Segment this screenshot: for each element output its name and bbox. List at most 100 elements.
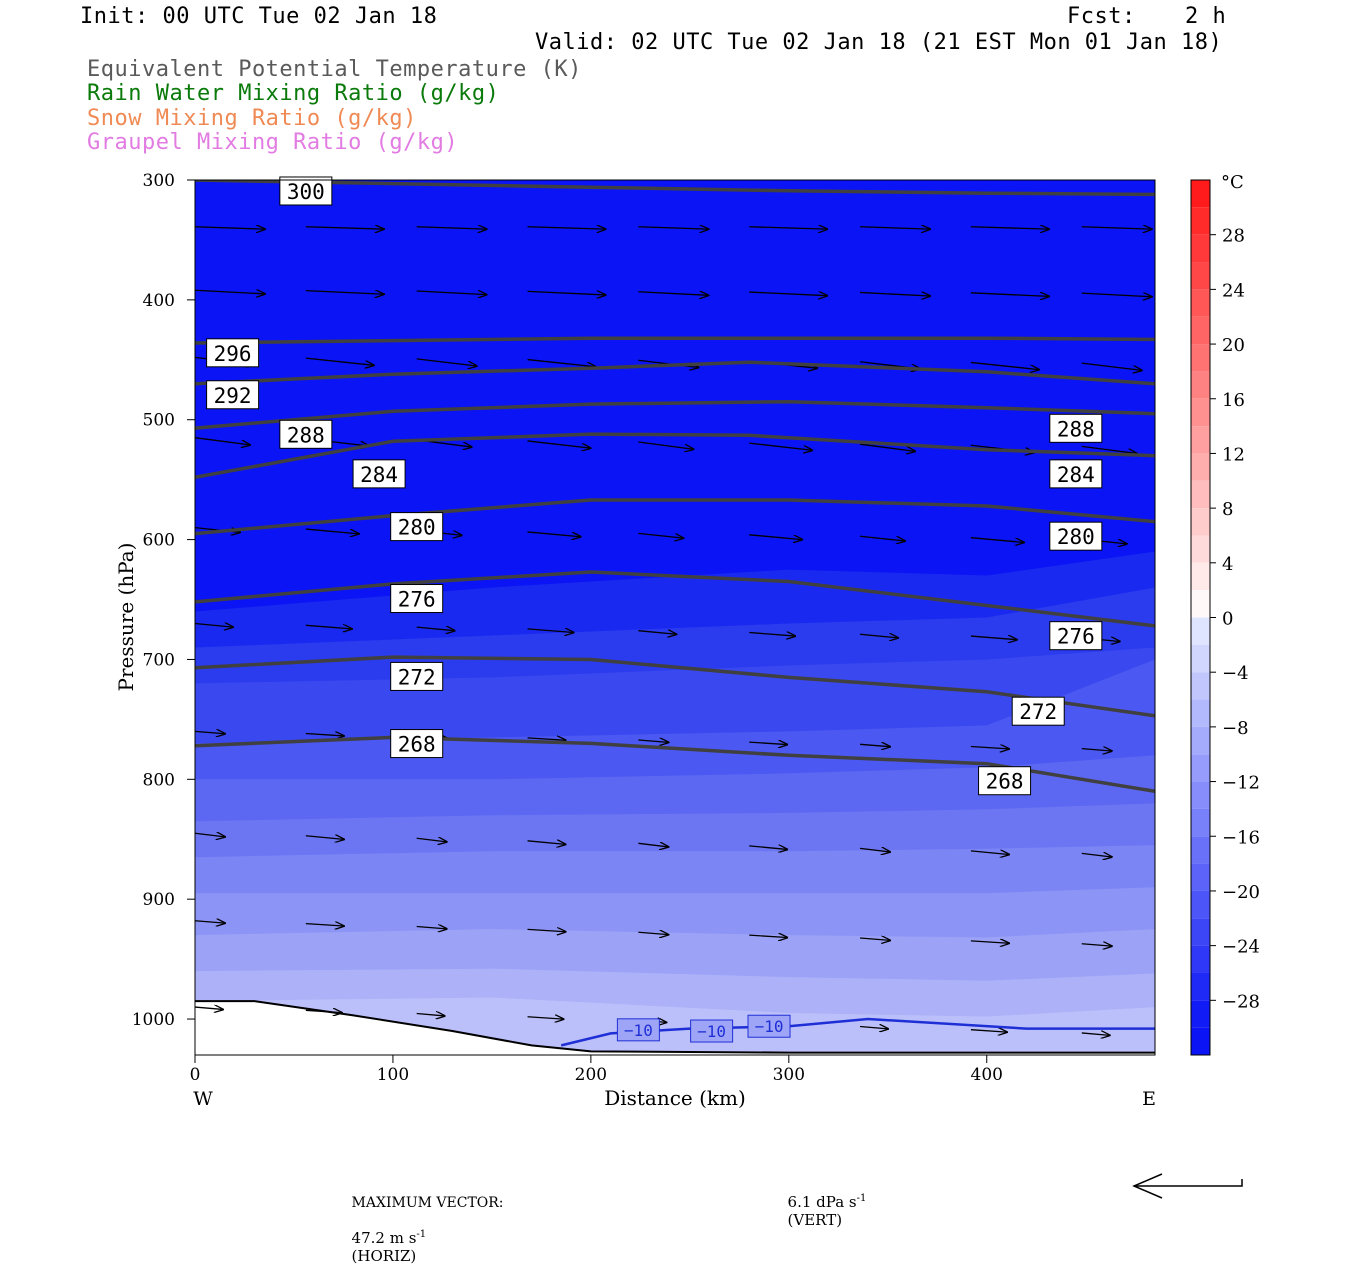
wind-arrow <box>638 631 676 635</box>
wind-arrow <box>416 227 487 229</box>
wind-arrow <box>416 358 477 366</box>
colorbar-segment <box>1191 535 1210 563</box>
colorbar-segment <box>1191 808 1210 837</box>
legend-rain: Rain Water Mixing Ratio (g/kg) <box>87 81 500 106</box>
theta-e-label-276: 276 <box>398 588 436 612</box>
x-tick-label: 100 <box>377 1065 409 1085</box>
wind-arrow <box>305 357 374 365</box>
y-tick-label: 700 <box>143 650 175 670</box>
theta-e-label-box <box>390 512 444 542</box>
temp-label: −10 <box>697 1022 726 1041</box>
wind-arrow <box>860 938 890 940</box>
wind-arrow <box>1081 853 1112 857</box>
colorbar-segment <box>1191 754 1210 782</box>
horiz-exponent: -1 <box>416 1229 427 1240</box>
colorbar-tick-label: −24 <box>1222 937 1260 958</box>
colorbar-tick-label: 16 <box>1222 390 1245 411</box>
wind-arrow <box>970 537 1024 543</box>
theta-e-label-box <box>390 729 444 759</box>
wind-arrow <box>527 358 596 367</box>
colorbar-segment <box>1191 918 1210 946</box>
wind-arrow <box>195 290 265 294</box>
x-tick-label: 300 <box>773 1065 805 1085</box>
vert-caption: 6.1 dPa s-1 (VERT) <box>778 1175 867 1229</box>
colorbar-segment <box>1191 453 1210 481</box>
legend-graupel: Graupel Mixing Ratio (g/kg) <box>87 130 459 155</box>
colorbar-segment <box>1191 972 1210 1001</box>
theta-e-line-284 <box>195 432 1155 480</box>
colorbar: 28 24 20 16 12 8 4 0 −4 −8 −12 −16 −20 −24 −28 <box>1190 179 1260 1056</box>
temp-label-box <box>616 1018 660 1042</box>
wind-arrow <box>305 291 384 295</box>
colorbar-segment <box>1191 617 1210 645</box>
max-vector-caption: MAXIMUM VECTOR: 47.2 m s-1 (HORIZ) <box>342 1175 504 1265</box>
horiz-max-value: 47.2 m s <box>351 1229 417 1247</box>
colorbar-segment <box>1191 672 1210 700</box>
wind-arrow <box>305 227 384 229</box>
wind-arrow <box>195 623 233 627</box>
wind-arrow <box>305 528 359 534</box>
temp-label: −10 <box>755 1017 784 1036</box>
colorbar-tick-label: 20 <box>1222 335 1245 356</box>
theta-e-label-box <box>1049 459 1103 489</box>
temperature-contour: −10 −10 −10 <box>560 1014 1155 1047</box>
theta-e-label-box <box>206 380 260 410</box>
theta-e-label-288: 288 <box>287 423 325 447</box>
wind-arrow <box>195 437 250 445</box>
legend-snow: Snow Mixing Ratio (g/kg) <box>87 106 417 131</box>
terrain-fill <box>195 1001 1155 1055</box>
theta-e-line-280 <box>195 498 1155 536</box>
colorbar-tick-label: 4 <box>1222 554 1233 575</box>
wind-arrow <box>527 1017 564 1019</box>
wind-arrow <box>970 293 1049 297</box>
colorbar-segment <box>1191 836 1210 864</box>
colorbar-unit: °C <box>1221 172 1244 193</box>
wind-arrow <box>195 1007 223 1009</box>
wind-arrow <box>527 929 566 931</box>
wind-arrow <box>527 440 591 448</box>
wind-arrow <box>749 292 827 296</box>
theta-e-label-296: 296 <box>214 342 252 366</box>
wind-arrow <box>416 627 455 631</box>
wind-arrow <box>416 927 447 929</box>
theta-e-label-box <box>390 584 444 614</box>
max-vector-label: MAXIMUM VECTOR: <box>351 1195 504 1211</box>
vert-exponent: -1 <box>856 1193 867 1204</box>
theta-e-label-box <box>1049 621 1103 651</box>
wind-arrow <box>970 941 1009 943</box>
axes: 300 400 500 600 700 800 900 1000 0 100 200 300 400 <box>132 171 1003 1085</box>
theta-e-line-276 <box>195 570 1155 628</box>
wind-arrow <box>638 227 708 229</box>
wind-arrow <box>860 744 890 746</box>
y-axis-title: Pressure (hPa) <box>114 543 138 692</box>
theta-e-label-300: 300 <box>287 180 325 204</box>
colorbar-segment <box>1191 726 1210 755</box>
wind-arrow <box>416 1014 445 1016</box>
wind-arrow <box>638 740 668 742</box>
colorbar-segment <box>1191 562 1210 591</box>
wind-arrow <box>749 632 795 636</box>
colorbar-segment <box>1191 781 1210 809</box>
wind-arrow <box>1081 362 1142 370</box>
y-tick-label: 400 <box>143 291 175 311</box>
colorbar-tick-label: −8 <box>1222 718 1249 739</box>
wind-arrow <box>970 361 1039 369</box>
wind-arrow <box>749 227 827 229</box>
vert-label: (VERT) <box>787 1211 843 1229</box>
terrain-line <box>195 1000 1155 1054</box>
theta-e-label-box <box>279 176 333 206</box>
colorbar-segment <box>1191 945 1210 973</box>
colorbar-segment <box>1191 480 1210 509</box>
wind-arrow <box>638 532 683 538</box>
wind-arrow <box>527 629 574 633</box>
theta-e-label-272: 272 <box>398 665 436 689</box>
colorbar-tick-label: −16 <box>1222 827 1260 848</box>
wind-arrow <box>195 731 225 733</box>
theta-e-label-box <box>1011 696 1065 726</box>
wind-arrow <box>305 924 344 926</box>
wind-arrow <box>416 838 447 842</box>
valid-time: Valid: 02 UTC Tue 02 Jan 18 (21 EST Mon … <box>535 30 1223 55</box>
init-time: Init: 00 UTC Tue 02 Jan 18 <box>80 4 438 29</box>
wind-arrow <box>749 534 802 540</box>
